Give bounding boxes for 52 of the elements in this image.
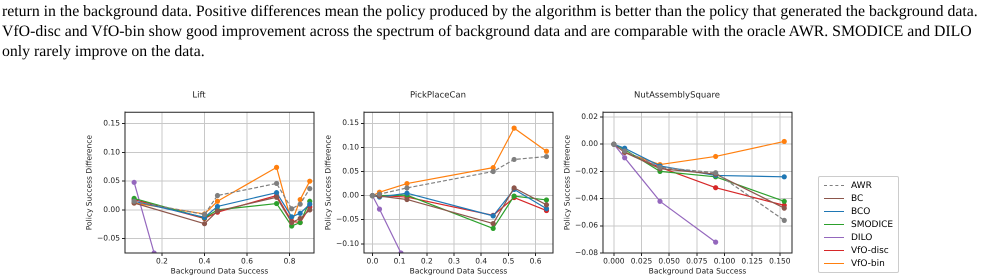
point xyxy=(490,220,496,226)
legend-label: VfO-bin xyxy=(851,258,885,268)
point xyxy=(512,156,517,162)
point xyxy=(782,218,787,223)
point xyxy=(622,155,628,160)
point xyxy=(404,180,410,186)
point xyxy=(544,202,550,208)
point xyxy=(544,197,550,203)
chart-title: PickPlaceCan xyxy=(410,90,466,100)
text: return in the background data. Positive differences mean the policy produced by the algorithm is better than the policy that generated the background data. VfO-disc and VfO-bin show good improvement across the spectrum of background data and are comparable with the oracle AWR. SMODICE and DILO only rarely improve on the data. xyxy=(2,2,979,62)
legend-label: SMODICE xyxy=(851,220,894,230)
point xyxy=(307,178,312,184)
point xyxy=(713,154,718,160)
point xyxy=(298,202,303,207)
point xyxy=(544,148,550,154)
point xyxy=(713,240,718,245)
point xyxy=(298,216,303,222)
point xyxy=(307,207,312,212)
point xyxy=(289,214,294,220)
point xyxy=(713,185,718,190)
point xyxy=(214,198,220,204)
point xyxy=(657,198,663,204)
point xyxy=(512,126,517,131)
point xyxy=(376,206,382,212)
point xyxy=(490,226,496,232)
point xyxy=(404,185,410,191)
point xyxy=(782,174,787,180)
point xyxy=(782,206,787,211)
point xyxy=(274,180,280,186)
legend-label: DILO xyxy=(851,232,872,242)
point xyxy=(274,200,280,206)
chart-title: Lift xyxy=(192,90,206,100)
point xyxy=(274,164,280,170)
point xyxy=(298,210,303,216)
point xyxy=(274,190,280,196)
point xyxy=(404,196,410,202)
point xyxy=(307,202,312,207)
point xyxy=(214,192,220,198)
point xyxy=(544,154,550,160)
legend-label: AWR xyxy=(851,180,872,190)
legend-label: BCO xyxy=(851,206,870,216)
point xyxy=(289,206,294,212)
point xyxy=(132,180,137,185)
point xyxy=(307,186,312,192)
point xyxy=(782,198,787,204)
legend-label: BC xyxy=(851,194,864,204)
legend-label: VfO-disc xyxy=(851,246,889,256)
point xyxy=(782,138,787,144)
point xyxy=(490,168,496,174)
point xyxy=(214,204,220,210)
point xyxy=(202,221,208,226)
chart-title: NutAssemblySquare xyxy=(634,90,720,100)
